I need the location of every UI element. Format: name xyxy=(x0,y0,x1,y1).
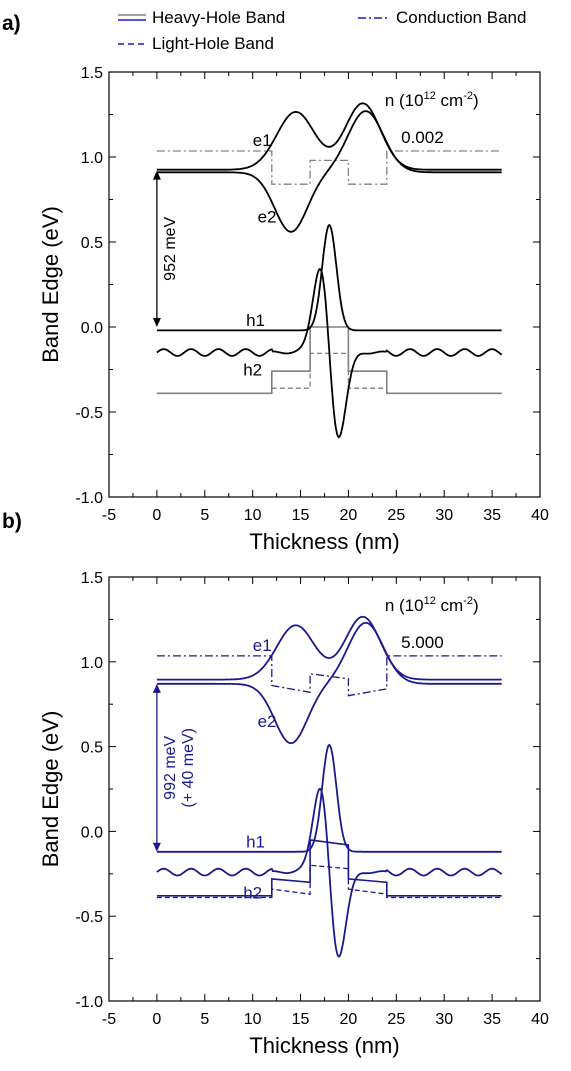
y-tick-label: -1.0 xyxy=(75,490,103,507)
y-tick-label: 0.5 xyxy=(81,740,103,757)
legend-heavy-hole-label: Heavy-Hole Band xyxy=(152,8,285,27)
curve-label-e2: e2 xyxy=(258,712,277,731)
wavefunction-h1 xyxy=(156,223,502,332)
x-tick-label: 30 xyxy=(435,507,453,524)
legend-conduction-label: Conduction Band xyxy=(396,8,526,27)
x-tick-label: 20 xyxy=(340,1011,358,1028)
x-tick-label: 15 xyxy=(292,507,310,524)
wavefunction-h2 xyxy=(156,787,503,958)
x-tick-label: 5 xyxy=(200,507,209,524)
wavefunction-e1 xyxy=(156,615,502,681)
x-tick-label: -5 xyxy=(102,507,116,524)
curve-label-h2: h2 xyxy=(243,883,262,902)
x-tick-label: 25 xyxy=(387,1011,405,1028)
x-tick-label: 35 xyxy=(483,507,501,524)
wavefunction-h2 xyxy=(156,267,503,439)
panel-label: b) xyxy=(2,510,22,533)
gap-arrow-head-bottom xyxy=(152,842,161,852)
density-label-part: 12 xyxy=(424,90,436,102)
legend: Heavy-Hole Band Conduction Band Light-Ho… xyxy=(118,8,526,53)
heavy-hole-band-line xyxy=(156,838,502,897)
y-tick-label: 1.5 xyxy=(81,65,103,82)
heavy-hole-band-line xyxy=(156,326,502,395)
y-tick-label: -0.5 xyxy=(75,909,103,926)
x-tick-label: 5 xyxy=(200,1011,209,1028)
wavefunction-e2 xyxy=(156,621,502,745)
x-tick-label: 0 xyxy=(152,507,161,524)
x-tick-label: 25 xyxy=(387,507,405,524)
x-axis-title: Thickness (nm) xyxy=(249,1033,399,1058)
density-label-part: n (10 xyxy=(385,91,424,110)
gap-label: 992 meV xyxy=(162,735,179,799)
y-axis-title: Band Edge (eV) xyxy=(38,711,63,868)
y-tick-label: -1.0 xyxy=(75,994,103,1011)
conduction-band-line xyxy=(156,150,502,185)
density-label-part: -2 xyxy=(463,90,473,102)
x-tick-label: 10 xyxy=(244,1011,262,1028)
y-tick-label: 0.0 xyxy=(81,824,103,841)
gap-arrow-head-top xyxy=(152,170,161,180)
x-tick-label: 20 xyxy=(340,507,358,524)
x-axis-title: Thickness (nm) xyxy=(249,529,399,554)
y-tick-label: 1.0 xyxy=(81,150,103,167)
curve-label-e1: e1 xyxy=(253,131,272,150)
density-label-part: ) xyxy=(473,91,479,110)
wavefunction-e2 xyxy=(156,110,502,233)
density-label-part: n (10 xyxy=(385,596,424,615)
curve-label-h1: h1 xyxy=(246,833,265,852)
y-tick-label: 0.5 xyxy=(81,235,103,252)
y-axis-title: Band Edge (eV) xyxy=(38,206,63,363)
density-label-part: ) xyxy=(473,596,479,615)
panel-label: a) xyxy=(2,12,21,35)
x-tick-label: 15 xyxy=(292,1011,310,1028)
density-value: 0.002 xyxy=(401,128,444,147)
panel-b: b) -5 0 5 10 15 20 25 30 35 40 -1.0 -0.5 0.0 0.5 1.0 1.5… xyxy=(2,510,549,1058)
curve-label-h1: h1 xyxy=(246,311,265,330)
plot-area xyxy=(152,615,503,958)
density-label-part: cm xyxy=(436,91,463,110)
conduction-band-line xyxy=(156,655,502,697)
gap-label: 952 meV xyxy=(162,216,179,280)
density-label: n (1012 cm-2) xyxy=(385,595,479,615)
y-tick-label: 1.0 xyxy=(81,655,103,672)
gap-label-secondary: (+ 40 meV) xyxy=(180,728,197,808)
legend-light-hole-label: Light-Hole Band xyxy=(152,34,274,53)
gap-arrow-head-top xyxy=(152,683,161,693)
density-label: n (1012 cm-2) xyxy=(385,90,479,110)
density-label-part: -2 xyxy=(463,595,473,607)
curve-label-h2: h2 xyxy=(243,361,262,380)
x-tick-label: 40 xyxy=(531,1011,549,1028)
wavefunction-h1 xyxy=(156,743,502,853)
x-tick-label: 10 xyxy=(244,507,262,524)
y-tick-label: 1.5 xyxy=(81,570,103,587)
y-tick-label: 0.0 xyxy=(81,320,103,337)
wavefunction-e1 xyxy=(156,102,502,171)
x-tick-label: 0 xyxy=(152,1011,161,1028)
density-label-part: 12 xyxy=(424,595,436,607)
density-label-part: cm xyxy=(436,596,463,615)
x-tick-label: -5 xyxy=(102,1011,116,1028)
y-tick-label: -0.5 xyxy=(75,405,103,422)
gap-arrow-head-bottom xyxy=(152,318,161,327)
x-tick-label: 30 xyxy=(435,1011,453,1028)
curve-label-e1: e1 xyxy=(253,636,272,655)
panel-a: a) -5 0 5 10 15 20 25 30 35 40 -1.0 -0.5 0.0 0.5 1.0 1.5… xyxy=(2,12,549,554)
curve-label-e2: e2 xyxy=(258,208,277,227)
x-tick-label: 40 xyxy=(531,507,549,524)
x-tick-label: 35 xyxy=(483,1011,501,1028)
density-value: 5.000 xyxy=(401,633,444,652)
plot-area xyxy=(152,102,503,439)
